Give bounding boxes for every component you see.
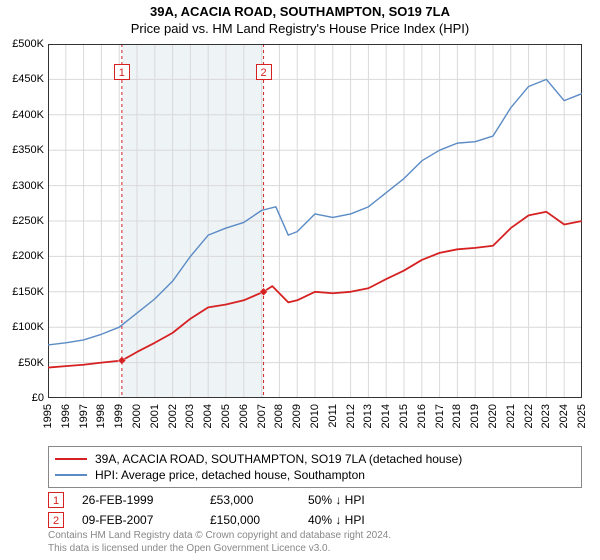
event-price: £53,000 bbox=[210, 493, 290, 507]
x-tick-label: 2021 bbox=[505, 404, 517, 428]
chart-container: 39A, ACACIA ROAD, SOUTHAMPTON, SO19 7LA … bbox=[0, 0, 600, 560]
x-tick-label: 2012 bbox=[345, 404, 357, 428]
chart-title: 39A, ACACIA ROAD, SOUTHAMPTON, SO19 7LA bbox=[0, 4, 600, 19]
x-tick-label: 2004 bbox=[202, 404, 214, 428]
legend-label: HPI: Average price, detached house, Sout… bbox=[95, 468, 365, 482]
x-tick-label: 2011 bbox=[327, 404, 339, 428]
credit-text: Contains HM Land Registry data © Crown c… bbox=[48, 530, 582, 555]
legend-swatch bbox=[55, 474, 87, 476]
x-tick-label: 2007 bbox=[256, 404, 268, 428]
x-tick-label: 2003 bbox=[184, 404, 196, 428]
x-tick-label: 2010 bbox=[309, 404, 321, 428]
event-price: £150,000 bbox=[210, 513, 290, 527]
x-tick-label: 2000 bbox=[131, 404, 143, 428]
y-tick-label: £0 bbox=[0, 392, 44, 404]
x-tick-label: 2017 bbox=[434, 404, 446, 428]
y-tick-label: £400K bbox=[0, 109, 44, 121]
event-number-box: 1 bbox=[48, 492, 64, 508]
x-tick-label: 1999 bbox=[113, 404, 125, 428]
legend-row: HPI: Average price, detached house, Sout… bbox=[55, 467, 575, 483]
legend-label: 39A, ACACIA ROAD, SOUTHAMPTON, SO19 7LA … bbox=[95, 452, 462, 466]
event-date: 09-FEB-2007 bbox=[82, 513, 192, 527]
x-tick-label: 1996 bbox=[60, 404, 72, 428]
legend-box: 39A, ACACIA ROAD, SOUTHAMPTON, SO19 7LA … bbox=[48, 446, 582, 488]
x-tick-label: 2002 bbox=[167, 404, 179, 428]
x-tick-label: 2025 bbox=[576, 404, 588, 428]
y-tick-label: £300K bbox=[0, 180, 44, 192]
x-tick-label: 2022 bbox=[523, 404, 535, 428]
event-row: 2 09-FEB-2007 £150,000 40% ↓ HPI bbox=[48, 510, 582, 530]
x-tick-label: 2014 bbox=[380, 404, 392, 428]
legend-row: 39A, ACACIA ROAD, SOUTHAMPTON, SO19 7LA … bbox=[55, 451, 575, 467]
y-tick-label: £100K bbox=[0, 321, 44, 333]
credit-line: This data is licensed under the Open Gov… bbox=[48, 543, 582, 556]
y-tick-label: £250K bbox=[0, 215, 44, 227]
x-tick-label: 2008 bbox=[273, 404, 285, 428]
event-number-box: 2 bbox=[48, 512, 64, 528]
y-tick-label: £350K bbox=[0, 144, 44, 156]
event-delta: 40% ↓ HPI bbox=[308, 513, 365, 527]
x-tick-label: 2020 bbox=[487, 404, 499, 428]
events-table: 1 26-FEB-1999 £53,000 50% ↓ HPI 2 09-FEB-2007… bbox=[48, 490, 582, 530]
x-tick-label: 2019 bbox=[469, 404, 481, 428]
event-callout-1: 1 bbox=[114, 64, 130, 80]
x-tick-label: 2009 bbox=[291, 404, 303, 428]
event-delta: 50% ↓ HPI bbox=[308, 493, 365, 507]
y-tick-label: £50K bbox=[0, 357, 44, 369]
y-tick-label: £150K bbox=[0, 286, 44, 298]
x-tick-label: 2015 bbox=[398, 404, 410, 428]
event-row: 1 26-FEB-1999 £53,000 50% ↓ HPI bbox=[48, 490, 582, 510]
x-tick-label: 1998 bbox=[95, 404, 107, 428]
chart-titles: 39A, ACACIA ROAD, SOUTHAMPTON, SO19 7LA … bbox=[0, 0, 600, 36]
plot-area: £0£50K£100K£150K£200K£250K£300K£350K£400… bbox=[48, 44, 582, 398]
x-tick-label: 2024 bbox=[558, 404, 570, 428]
x-tick-label: 1997 bbox=[78, 404, 90, 428]
x-tick-label: 2013 bbox=[362, 404, 374, 428]
event-callout-2: 2 bbox=[256, 64, 272, 80]
legend-swatch bbox=[55, 458, 87, 460]
x-tick-label: 2006 bbox=[238, 404, 250, 428]
plot-svg bbox=[48, 44, 582, 398]
chart-subtitle: Price paid vs. HM Land Registry's House … bbox=[0, 21, 600, 36]
y-tick-label: £450K bbox=[0, 73, 44, 85]
x-tick-label: 2023 bbox=[540, 404, 552, 428]
x-tick-label: 2016 bbox=[416, 404, 428, 428]
credit-line: Contains HM Land Registry data © Crown c… bbox=[48, 530, 582, 543]
x-tick-label: 1995 bbox=[42, 404, 54, 428]
y-tick-label: £500K bbox=[0, 38, 44, 50]
y-tick-label: £200K bbox=[0, 250, 44, 262]
x-tick-label: 2005 bbox=[220, 404, 232, 428]
x-tick-label: 2001 bbox=[149, 404, 161, 428]
event-date: 26-FEB-1999 bbox=[82, 493, 192, 507]
x-tick-label: 2018 bbox=[451, 404, 463, 428]
